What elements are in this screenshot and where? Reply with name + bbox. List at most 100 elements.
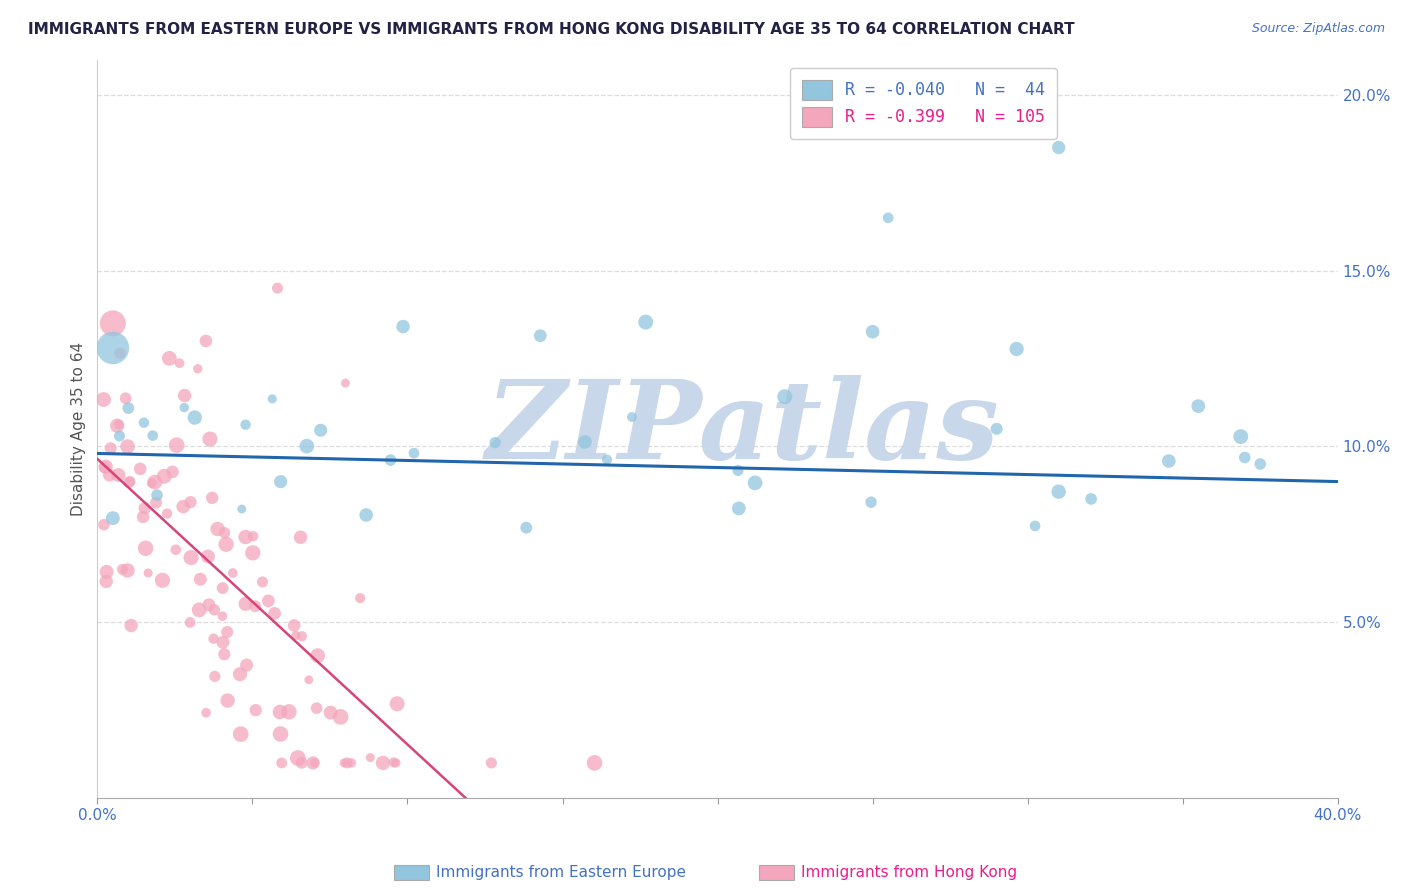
- Point: [166, 438, 188, 452]
- Point: [212, 635, 235, 649]
- Point: [231, 502, 253, 516]
- Point: [93, 392, 115, 407]
- Point: [349, 591, 371, 606]
- Point: [222, 566, 245, 580]
- Point: [1249, 457, 1271, 471]
- Point: [214, 647, 236, 661]
- Point: [278, 705, 301, 719]
- Point: [217, 625, 239, 640]
- Point: [302, 756, 325, 770]
- Point: [172, 500, 194, 514]
- Point: [146, 488, 169, 502]
- Point: [243, 599, 266, 614]
- Point: [194, 334, 217, 348]
- Point: [860, 495, 883, 509]
- Point: [340, 756, 363, 770]
- Point: [354, 508, 377, 522]
- Point: [304, 756, 326, 770]
- Point: [145, 496, 167, 510]
- Point: [385, 697, 408, 711]
- Point: [156, 507, 179, 521]
- Point: [114, 391, 136, 405]
- Point: [986, 422, 1008, 436]
- Point: [1157, 454, 1180, 468]
- Point: [270, 756, 292, 770]
- Point: [284, 628, 307, 642]
- Point: [481, 756, 503, 770]
- Point: [153, 469, 176, 483]
- Point: [117, 401, 139, 416]
- Point: [515, 521, 537, 535]
- Point: [392, 319, 415, 334]
- Point: [108, 346, 131, 360]
- Point: [169, 356, 191, 370]
- Point: [207, 522, 229, 536]
- Point: [197, 549, 219, 564]
- Text: Source: ZipAtlas.com: Source: ZipAtlas.com: [1251, 22, 1385, 36]
- Point: [290, 530, 312, 544]
- Point: [335, 376, 357, 391]
- Point: [596, 452, 619, 467]
- Point: [298, 673, 321, 687]
- Text: Immigrants from Eastern Europe: Immigrants from Eastern Europe: [436, 865, 686, 880]
- Point: [142, 428, 165, 442]
- Point: [305, 701, 328, 715]
- Point: [529, 328, 551, 343]
- Point: [173, 388, 195, 402]
- Point: [620, 410, 643, 425]
- Point: [235, 530, 257, 544]
- Point: [132, 416, 155, 430]
- Point: [309, 423, 332, 437]
- Point: [211, 581, 233, 595]
- Point: [385, 756, 408, 770]
- Point: [371, 756, 394, 770]
- Point: [333, 756, 356, 770]
- Point: [190, 572, 212, 586]
- Point: [270, 475, 292, 489]
- Point: [134, 501, 156, 516]
- Point: [242, 529, 264, 543]
- Point: [118, 475, 141, 490]
- Point: [329, 710, 352, 724]
- Point: [211, 609, 233, 624]
- Point: [382, 756, 405, 770]
- Point: [162, 465, 184, 479]
- Point: [117, 440, 139, 454]
- Point: [202, 632, 225, 646]
- Point: [184, 410, 207, 425]
- Point: [107, 468, 129, 483]
- Point: [319, 706, 342, 720]
- Point: [1233, 450, 1256, 465]
- Point: [101, 341, 124, 355]
- Point: [204, 669, 226, 683]
- Point: [165, 542, 187, 557]
- Point: [1047, 140, 1070, 154]
- Point: [173, 401, 195, 415]
- Point: [229, 727, 252, 741]
- Point: [242, 546, 264, 560]
- Point: [270, 727, 292, 741]
- Point: [136, 566, 159, 580]
- Point: [132, 510, 155, 524]
- Point: [380, 453, 402, 467]
- Point: [263, 607, 285, 621]
- Point: [179, 615, 201, 630]
- Point: [773, 390, 796, 404]
- Point: [583, 756, 606, 770]
- Point: [229, 667, 252, 681]
- Point: [262, 392, 284, 406]
- Point: [215, 537, 238, 551]
- Point: [98, 468, 121, 483]
- Legend: R = -0.040   N =  44, R = -0.399   N = 105: R = -0.040 N = 44, R = -0.399 N = 105: [790, 68, 1056, 138]
- Point: [252, 574, 274, 589]
- Point: [1024, 519, 1046, 533]
- Point: [283, 618, 305, 632]
- Point: [235, 417, 257, 432]
- Point: [195, 706, 218, 720]
- Point: [877, 211, 900, 225]
- Point: [187, 361, 209, 376]
- Point: [117, 564, 139, 578]
- Point: [336, 756, 359, 770]
- Text: Immigrants from Hong Kong: Immigrants from Hong Kong: [801, 865, 1018, 880]
- Point: [287, 751, 309, 765]
